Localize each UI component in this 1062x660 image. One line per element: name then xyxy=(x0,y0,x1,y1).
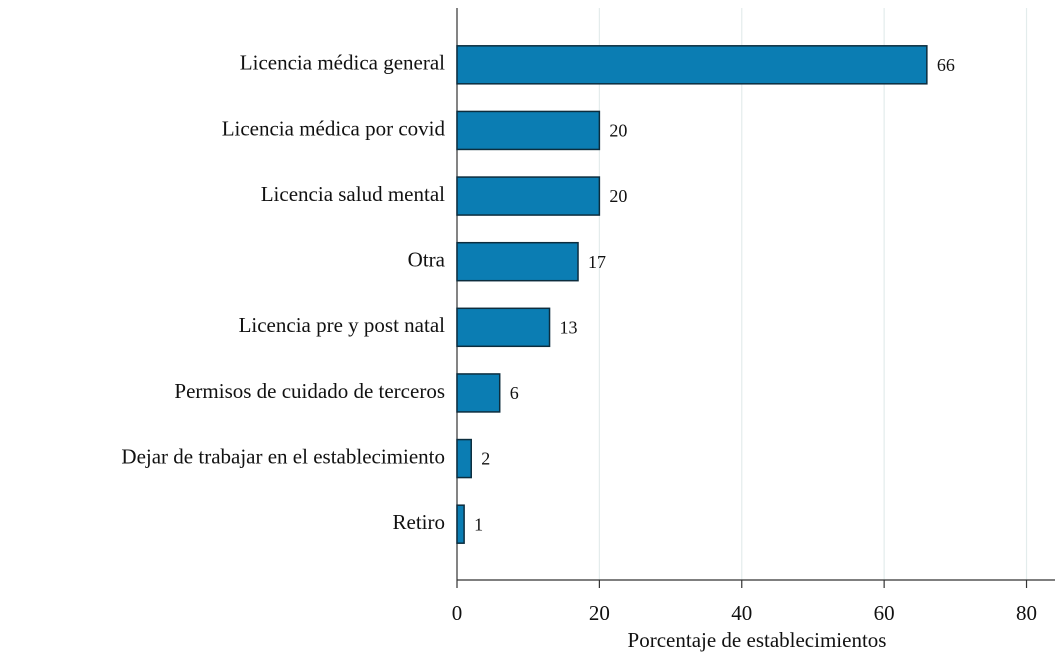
bar xyxy=(456,504,465,544)
x-tick-label: 80 xyxy=(1016,601,1037,625)
y-tick-label: Otra xyxy=(408,248,446,272)
value-label: 2 xyxy=(481,449,490,469)
value-label: 6 xyxy=(510,383,519,403)
bar xyxy=(456,45,928,85)
value-label: 17 xyxy=(588,252,606,272)
bar xyxy=(456,307,551,348)
x-tick-label: 0 xyxy=(452,601,463,625)
y-tick-label: Retiro xyxy=(393,510,446,534)
value-label: 20 xyxy=(609,186,627,206)
y-tick-label: Dejar de trabajar en el establecimiento xyxy=(121,444,445,468)
value-label: 1 xyxy=(474,514,483,534)
y-tick-label: Permisos de cuidado de terceros xyxy=(174,379,445,403)
value-label: 13 xyxy=(560,317,578,337)
x-tick-label: 20 xyxy=(589,601,610,625)
bar xyxy=(456,438,472,479)
bar xyxy=(456,373,501,413)
bar xyxy=(456,241,579,282)
x-axis-label: Porcentaje de establecimientos xyxy=(628,628,887,652)
y-tick-label: Licencia pre y post natal xyxy=(239,313,446,337)
x-tick-label: 40 xyxy=(731,601,752,625)
y-tick-label: Licencia salud mental xyxy=(261,182,445,206)
x-tick-label: 60 xyxy=(874,601,895,625)
value-label: 66 xyxy=(937,55,955,75)
bar xyxy=(456,110,601,151)
value-label: 20 xyxy=(609,121,627,141)
y-tick-label: Licencia médica por covid xyxy=(222,116,446,140)
y-tick-label: Licencia médica general xyxy=(240,51,445,75)
bar xyxy=(456,176,601,216)
